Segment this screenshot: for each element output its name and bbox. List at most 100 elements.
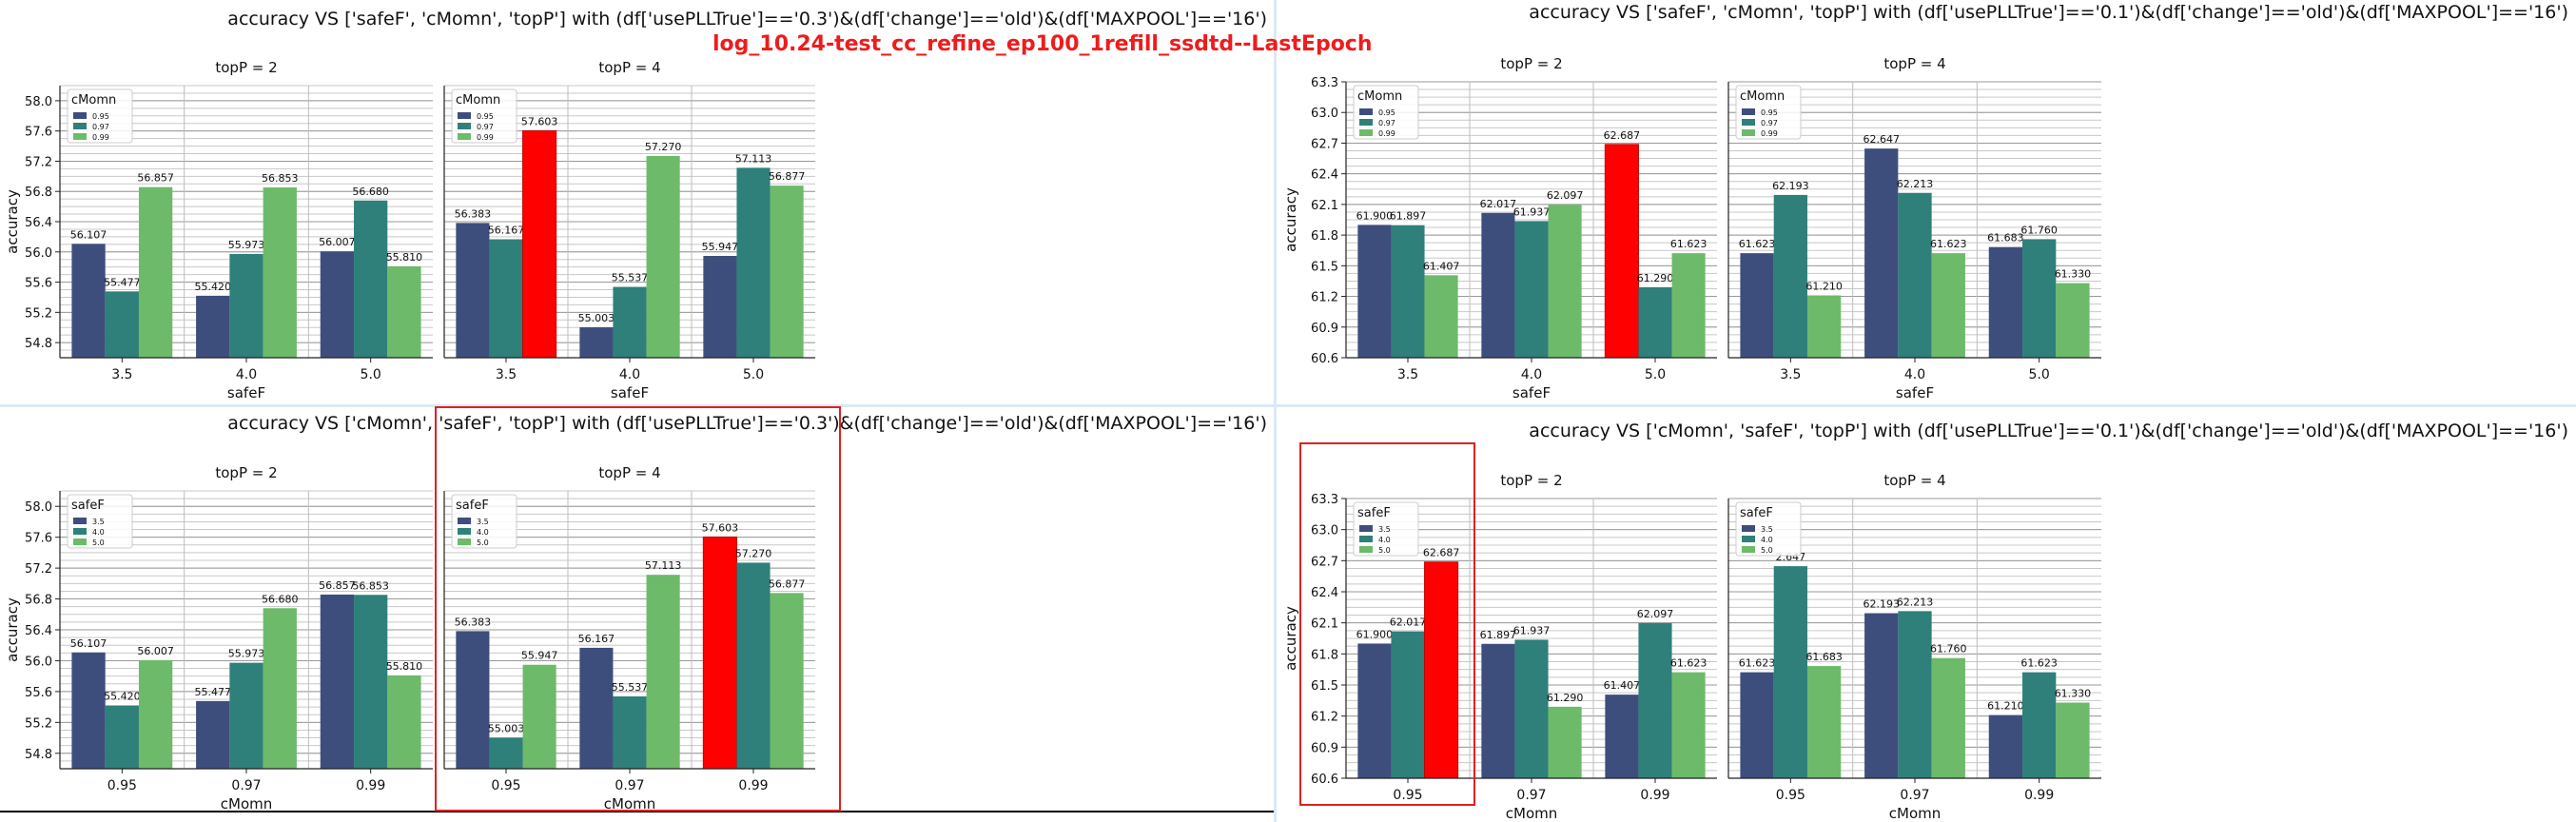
legend-entry-label: 0.95 — [92, 112, 109, 121]
bar-value-label: 56.167 — [488, 225, 525, 237]
y-tick-label: 62.1 — [1311, 617, 1338, 632]
x-axis-label: safeF — [227, 384, 265, 401]
bar-value-label: 62.687 — [1423, 547, 1460, 559]
bar — [456, 223, 490, 358]
bar — [354, 200, 388, 358]
panel-title: topP = 4 — [598, 464, 660, 481]
bar-value-label: 61.623 — [1670, 238, 1708, 250]
x-tick-label: 4.0 — [236, 367, 257, 382]
bar-value-label: 62.193 — [1772, 180, 1809, 192]
legend-entry-label: 0.97 — [1761, 119, 1778, 127]
y-axis-label: accuracy — [4, 597, 21, 662]
legend-swatch — [1742, 108, 1755, 115]
legend-entry-label: 4.0 — [1378, 536, 1391, 544]
legend-title: safeF — [456, 499, 489, 513]
bar — [1931, 657, 1965, 778]
main-title: log_10.24-test_cc_refine_ep100_1refill_s… — [712, 32, 1373, 56]
bar — [263, 608, 297, 769]
bar-value-label: 55.420 — [194, 281, 231, 293]
x-tick-label: 0.99 — [1640, 788, 1669, 803]
panel-title: topP = 2 — [1500, 55, 1562, 72]
legend-entry-label: 4.0 — [92, 528, 105, 537]
bar-value-label: 55.947 — [702, 241, 739, 253]
bar — [456, 631, 490, 769]
bar — [196, 295, 230, 358]
legend-swatch — [1359, 546, 1373, 553]
bar-value-label: 56.877 — [769, 170, 806, 183]
y-tick-label: 63.3 — [1311, 76, 1338, 90]
x-tick-label: 3.5 — [111, 367, 132, 382]
bar-value-label: 55.810 — [386, 660, 423, 673]
bar — [1357, 225, 1392, 358]
bar-value-label: 56.680 — [352, 186, 389, 198]
bar-value-label: 56.877 — [769, 577, 806, 590]
x-tick-label: 0.97 — [1516, 788, 1546, 803]
bar — [1481, 643, 1515, 778]
bar-value-label: 62.017 — [1480, 198, 1517, 210]
x-axis-label: cMomn — [1506, 805, 1558, 822]
bar-value-label: 56.107 — [70, 637, 107, 650]
y-tick-label: 58.0 — [25, 95, 52, 109]
x-tick-label: 5.0 — [361, 367, 381, 382]
legend-swatch — [1359, 119, 1373, 126]
legend-entry-label: 4.0 — [477, 528, 489, 537]
y-tick-label: 63.0 — [1311, 524, 1338, 538]
legend-entry-label: 0.99 — [477, 133, 494, 142]
legend-entry-label: 3.5 — [1378, 525, 1391, 534]
bar-value-label: 62.097 — [1547, 189, 1584, 202]
y-tick-label: 61.8 — [1311, 648, 1338, 662]
y-tick-label: 56.4 — [25, 216, 52, 230]
bar — [489, 737, 523, 769]
y-tick-label: 60.6 — [1311, 352, 1338, 366]
chart-title: accuracy VS ['cMomn', 'safeF', 'topP'] w… — [227, 413, 1267, 434]
bar — [320, 594, 355, 769]
bar — [1604, 144, 1639, 359]
x-tick-label: 5.0 — [1645, 367, 1666, 382]
bar-value-label: 55.477 — [104, 276, 141, 288]
legend-swatch — [458, 528, 471, 535]
legend-swatch — [73, 518, 87, 524]
y-tick-label: 60.6 — [1311, 773, 1338, 787]
bar-value-label: 57.113 — [645, 559, 682, 572]
bar — [1605, 695, 1639, 778]
bar — [263, 187, 297, 358]
x-tick-label: 3.5 — [1397, 367, 1418, 382]
legend-swatch — [458, 112, 471, 119]
y-tick-label: 57.6 — [25, 532, 52, 546]
bar — [1391, 225, 1425, 358]
bar-value-label: 61.623 — [1670, 657, 1708, 670]
bar — [2022, 672, 2057, 778]
x-tick-label: 4.0 — [619, 367, 640, 382]
legend-entry-label: 0.95 — [477, 112, 494, 121]
bar-value-label: 57.603 — [521, 115, 558, 127]
bar-value-label: 55.973 — [228, 648, 265, 660]
legend-title: cMomn — [456, 93, 500, 108]
y-tick-label: 56.8 — [25, 186, 52, 200]
y-tick-label: 55.2 — [25, 716, 52, 731]
bar-value-label: 55.973 — [228, 239, 265, 251]
y-tick-label: 57.2 — [25, 562, 52, 577]
bar-value-label: 61.937 — [1513, 206, 1551, 218]
bar-value-label: 61.623 — [1739, 657, 1776, 670]
x-axis-label: safeF — [1512, 384, 1551, 401]
bar — [1988, 714, 2023, 778]
y-tick-label: 62.1 — [1311, 199, 1338, 213]
x-tick-label: 0.97 — [615, 778, 644, 793]
bar — [1806, 666, 1842, 778]
bar-value-label: 56.853 — [352, 579, 389, 592]
y-tick-label: 55.2 — [25, 306, 52, 321]
bar-value-label: 61.210 — [1987, 700, 2024, 713]
bar — [105, 705, 139, 769]
x-axis-label: cMomn — [604, 795, 656, 812]
bar — [489, 239, 523, 358]
x-axis-label: cMomn — [221, 795, 273, 812]
bar-value-label: 61.760 — [1930, 643, 1967, 656]
bar — [2022, 239, 2057, 358]
bar — [613, 286, 647, 358]
bar-value-label: 57.113 — [735, 152, 772, 165]
bar — [1357, 643, 1392, 778]
x-tick-label: 0.95 — [107, 778, 137, 793]
bar — [522, 129, 557, 359]
legend-swatch — [73, 538, 87, 545]
